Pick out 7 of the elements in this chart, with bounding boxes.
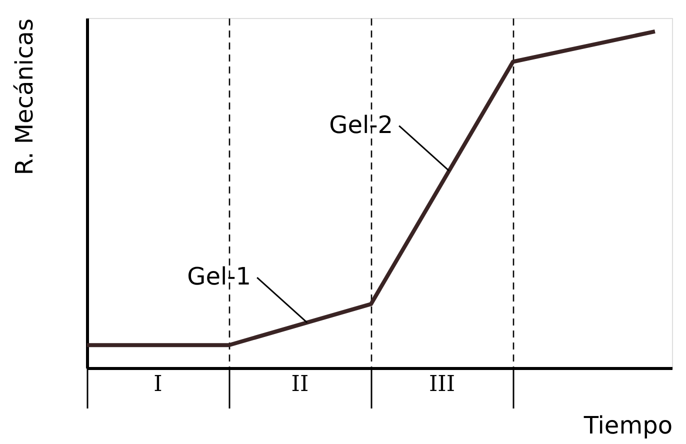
y-axis-title: R. Mecánicas [10,18,38,176]
text: III [428,372,456,397]
annotation: Gel-2 [329,110,394,139]
text: I [154,372,162,397]
x-axis-title: Tiempo [582,412,672,440]
annotation: Gel-1 [187,262,252,291]
text: II [291,372,309,397]
